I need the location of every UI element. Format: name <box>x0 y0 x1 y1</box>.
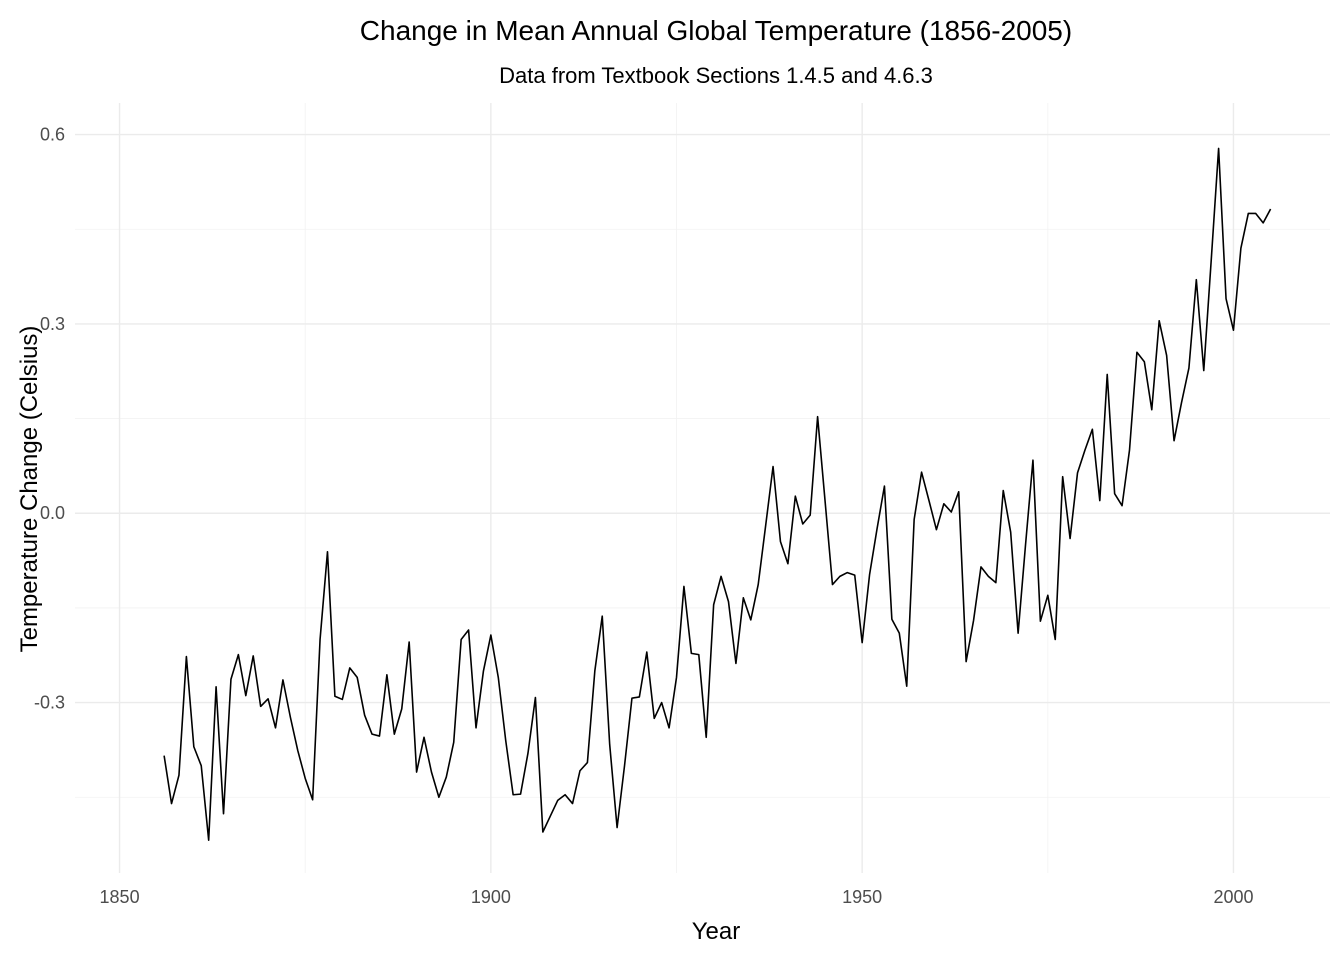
x-axis-title: Year <box>692 918 741 945</box>
y-tick-label: 0.3 <box>40 314 65 334</box>
data-points <box>164 148 1270 840</box>
y-tick-label: 0.6 <box>40 125 65 145</box>
major-gridlines <box>75 103 1330 873</box>
temperature-series-line <box>163 147 1272 841</box>
chart-title: Change in Mean Annual Global Temperature… <box>360 15 1072 46</box>
y-tick-label: 0.0 <box>40 503 65 523</box>
chart-subtitle: Data from Textbook Sections 1.4.5 and 4.… <box>499 63 933 88</box>
x-tick-label: 1950 <box>842 887 882 907</box>
y-tick-label: -0.3 <box>34 693 65 713</box>
y-axis-title: Temperature Change (Celsius) <box>16 326 43 653</box>
x-tick-label: 1900 <box>471 887 511 907</box>
x-tick-label: 2000 <box>1213 887 1253 907</box>
y-axis-tick-labels: -0.3 0.0 0.3 0.6 <box>34 125 65 713</box>
x-axis-tick-labels: 1850 1900 1950 2000 <box>100 887 1254 907</box>
minor-gridlines <box>75 103 1330 873</box>
x-tick-label: 1850 <box>100 887 140 907</box>
